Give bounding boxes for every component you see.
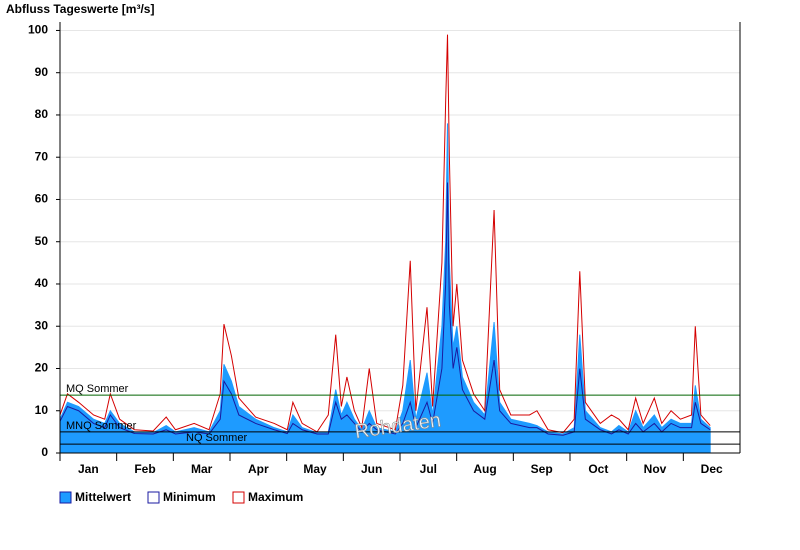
x-tick-label: Aug	[473, 462, 496, 476]
reference-label: MNQ Sommer	[66, 420, 137, 432]
legend-label: Mittelwert	[75, 490, 131, 504]
legend-swatch	[59, 491, 72, 504]
y-tick-label: 80	[35, 107, 49, 121]
y-tick-label: 20	[35, 361, 49, 375]
y-tick-label: 30	[35, 318, 49, 332]
x-tick-label: Nov	[644, 462, 667, 476]
legend-swatch	[147, 491, 160, 504]
reference-label: MQ Sommer	[66, 383, 129, 395]
mean-area	[59, 123, 711, 454]
x-tick-label: May	[303, 462, 327, 476]
y-tick-label: 0	[41, 445, 48, 459]
legend-label: Minimum	[163, 490, 216, 504]
x-tick-label: Jul	[420, 462, 437, 476]
chart-title: Abfluss Tageswerte [m³/s]	[6, 2, 154, 16]
x-tick-label: Jun	[361, 462, 382, 476]
series-line	[59, 182, 711, 436]
x-tick-label: Feb	[134, 462, 155, 476]
legend-swatch	[232, 491, 245, 504]
x-tick-label: Sep	[531, 462, 553, 476]
legend-label: Maximum	[248, 490, 303, 504]
series-line	[59, 34, 711, 434]
y-tick-label: 10	[35, 403, 49, 417]
x-tick-label: Mar	[191, 462, 213, 476]
reference-label: NQ Sommer	[186, 432, 247, 444]
y-tick-label: 70	[35, 149, 49, 163]
y-tick-label: 60	[35, 192, 49, 206]
y-tick-label: 50	[35, 234, 49, 248]
y-tick-label: 90	[35, 65, 49, 79]
y-tick-label: 40	[35, 276, 49, 290]
x-tick-label: Oct	[588, 462, 608, 476]
x-tick-label: Apr	[248, 462, 269, 476]
y-tick-label: 100	[28, 23, 48, 37]
x-tick-label: Dec	[701, 462, 723, 476]
x-tick-label: Jan	[78, 462, 99, 476]
